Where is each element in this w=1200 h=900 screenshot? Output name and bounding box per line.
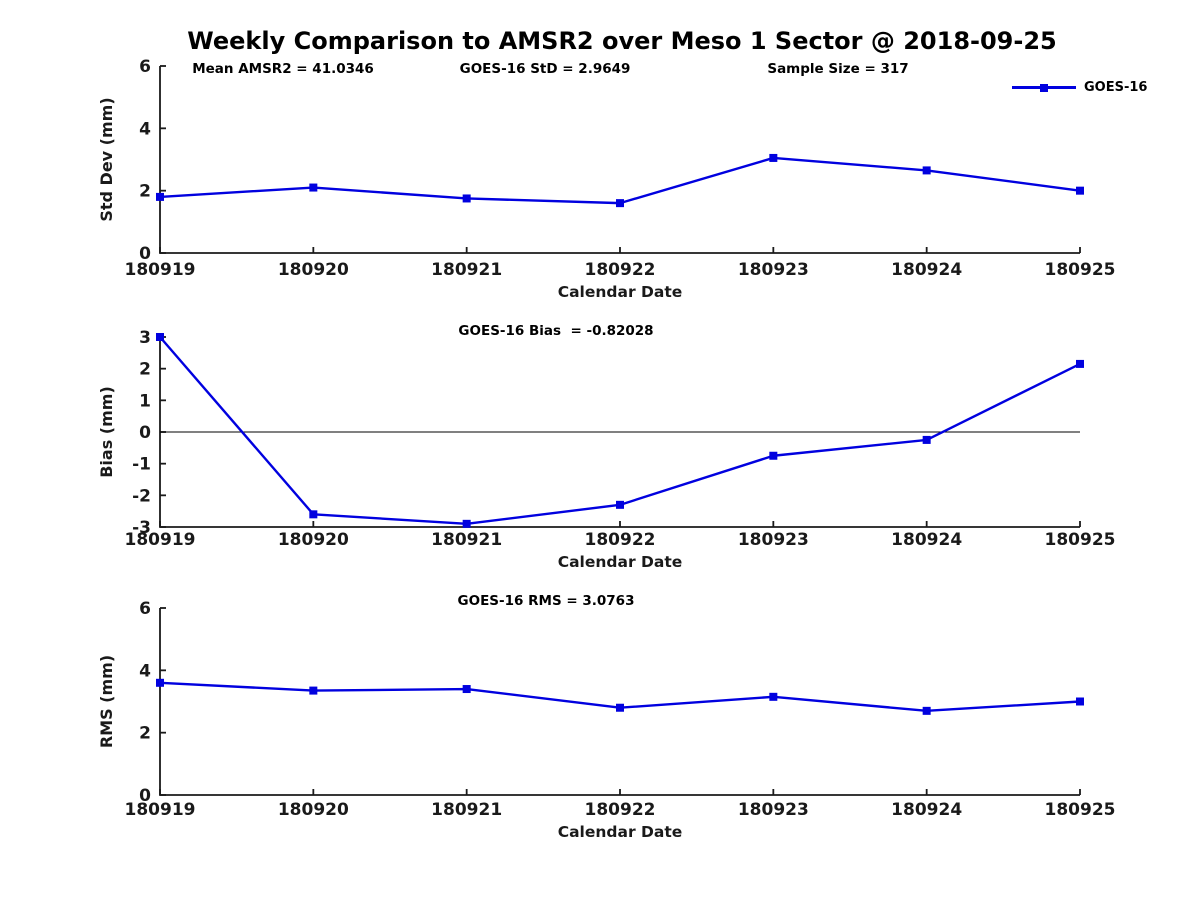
data-point-marker	[156, 192, 164, 201]
data-point-marker	[616, 500, 624, 509]
data-point-marker	[156, 333, 164, 341]
x-tick-label: 180920	[278, 800, 349, 820]
y-axis-label: Std Dev (mm)	[97, 97, 116, 221]
data-point-marker	[769, 692, 778, 701]
x-tick-label: 180924	[891, 800, 962, 820]
axes-spines	[159, 608, 1080, 796]
annotation-mean-amsr2: Mean AMSR2 = 41.0346	[192, 61, 374, 77]
y-tick-label: 0	[139, 786, 151, 806]
y-tick-label: 2	[139, 724, 151, 744]
y-tick-label: 4	[139, 119, 151, 139]
x-tick-label: 180920	[278, 260, 349, 280]
y-tick-label: 0	[139, 244, 151, 264]
data-point-marker	[1076, 186, 1084, 195]
x-tick-label: 180922	[585, 800, 656, 820]
data-point-marker	[462, 194, 471, 203]
x-tick-label: 180925	[1045, 800, 1116, 820]
chart-title: Weekly Comparison to AMSR2 over Meso 1 S…	[187, 27, 1057, 55]
subplot-1: 0 2 4 6 180919 180920 180921 180922 180923 180924…	[97, 57, 1115, 301]
data-point-marker	[462, 519, 471, 528]
x-tick-label: 180919	[125, 800, 196, 820]
subplot-3: 0 2 4 6 180919 180920 180921 180922 180923 180924…	[97, 599, 1115, 841]
y-axis-label: Bias (mm)	[97, 386, 116, 478]
data-point-marker	[769, 153, 778, 162]
data-point-marker	[309, 183, 318, 192]
x-axis-label: Calendar Date	[558, 283, 683, 301]
data-point-marker	[462, 685, 471, 694]
x-axis-label: Calendar Date	[558, 553, 683, 571]
y-tick-label: 3	[139, 328, 151, 348]
x-tick-label: 180925	[1045, 260, 1116, 280]
x-tick-label: 180924	[891, 260, 962, 280]
legend-line-sample	[1012, 83, 1076, 92]
y-tick-label: 2	[139, 360, 151, 380]
data-point-marker	[309, 686, 318, 695]
x-tick-label: 180919	[125, 260, 196, 280]
data-point-marker	[922, 166, 931, 175]
data-point-marker	[1076, 697, 1084, 706]
series-line-goes-16	[159, 336, 1081, 526]
y-tick-label: 2	[139, 182, 151, 202]
annotation-sample-size: Sample Size = 317	[767, 61, 909, 77]
data-point-marker	[1076, 359, 1084, 368]
x-tick-label: 180922	[585, 260, 656, 280]
x-tick-label: 180925	[1045, 530, 1116, 550]
data-point-marker	[616, 703, 624, 712]
annotation-goes16-rms: GOES-16 RMS = 3.0763	[457, 593, 635, 609]
y-tick-label: -1	[132, 455, 151, 475]
data-point-marker	[922, 435, 931, 444]
x-tick-label: 180923	[738, 260, 809, 280]
y-tick-label: -3	[132, 518, 151, 538]
data-point-marker	[769, 451, 778, 460]
y-tick-label: 4	[139, 661, 151, 681]
y-tick-label: 1	[139, 391, 151, 411]
x-axis-label: Calendar Date	[558, 823, 683, 841]
axes-spines	[159, 66, 1080, 254]
data-point-marker	[922, 706, 931, 715]
x-tick-label: 180921	[431, 260, 502, 280]
x-tick-label: 180923	[738, 530, 809, 550]
y-tick-label: 6	[139, 599, 151, 619]
y-axis-label: RMS (mm)	[97, 655, 116, 748]
y-tick-label: -2	[132, 486, 151, 506]
y-tick-label: 0	[139, 423, 151, 443]
data-point-marker	[156, 678, 164, 687]
x-tick-label: 180923	[738, 800, 809, 820]
x-tick-label: 180924	[891, 530, 962, 550]
legend: GOES-16	[1012, 80, 1147, 95]
x-tick-label: 180920	[278, 530, 349, 550]
annotation-goes16-bias: GOES-16 Bias = -0.82028	[458, 323, 654, 339]
data-point-marker	[309, 510, 318, 519]
data-point-marker	[616, 199, 624, 208]
x-tick-label: 180922	[585, 530, 656, 550]
legend-square-marker	[1040, 83, 1048, 92]
legend-label: GOES-16	[1084, 80, 1148, 95]
x-tick-label: 180921	[431, 530, 502, 550]
annotation-goes16-std: GOES-16 StD = 2.9649	[459, 61, 631, 77]
x-tick-label: 180921	[431, 800, 502, 820]
y-tick-label: 6	[139, 57, 151, 77]
x-tick-label: 180919	[125, 530, 196, 550]
series-line-goes-16	[159, 156, 1081, 205]
